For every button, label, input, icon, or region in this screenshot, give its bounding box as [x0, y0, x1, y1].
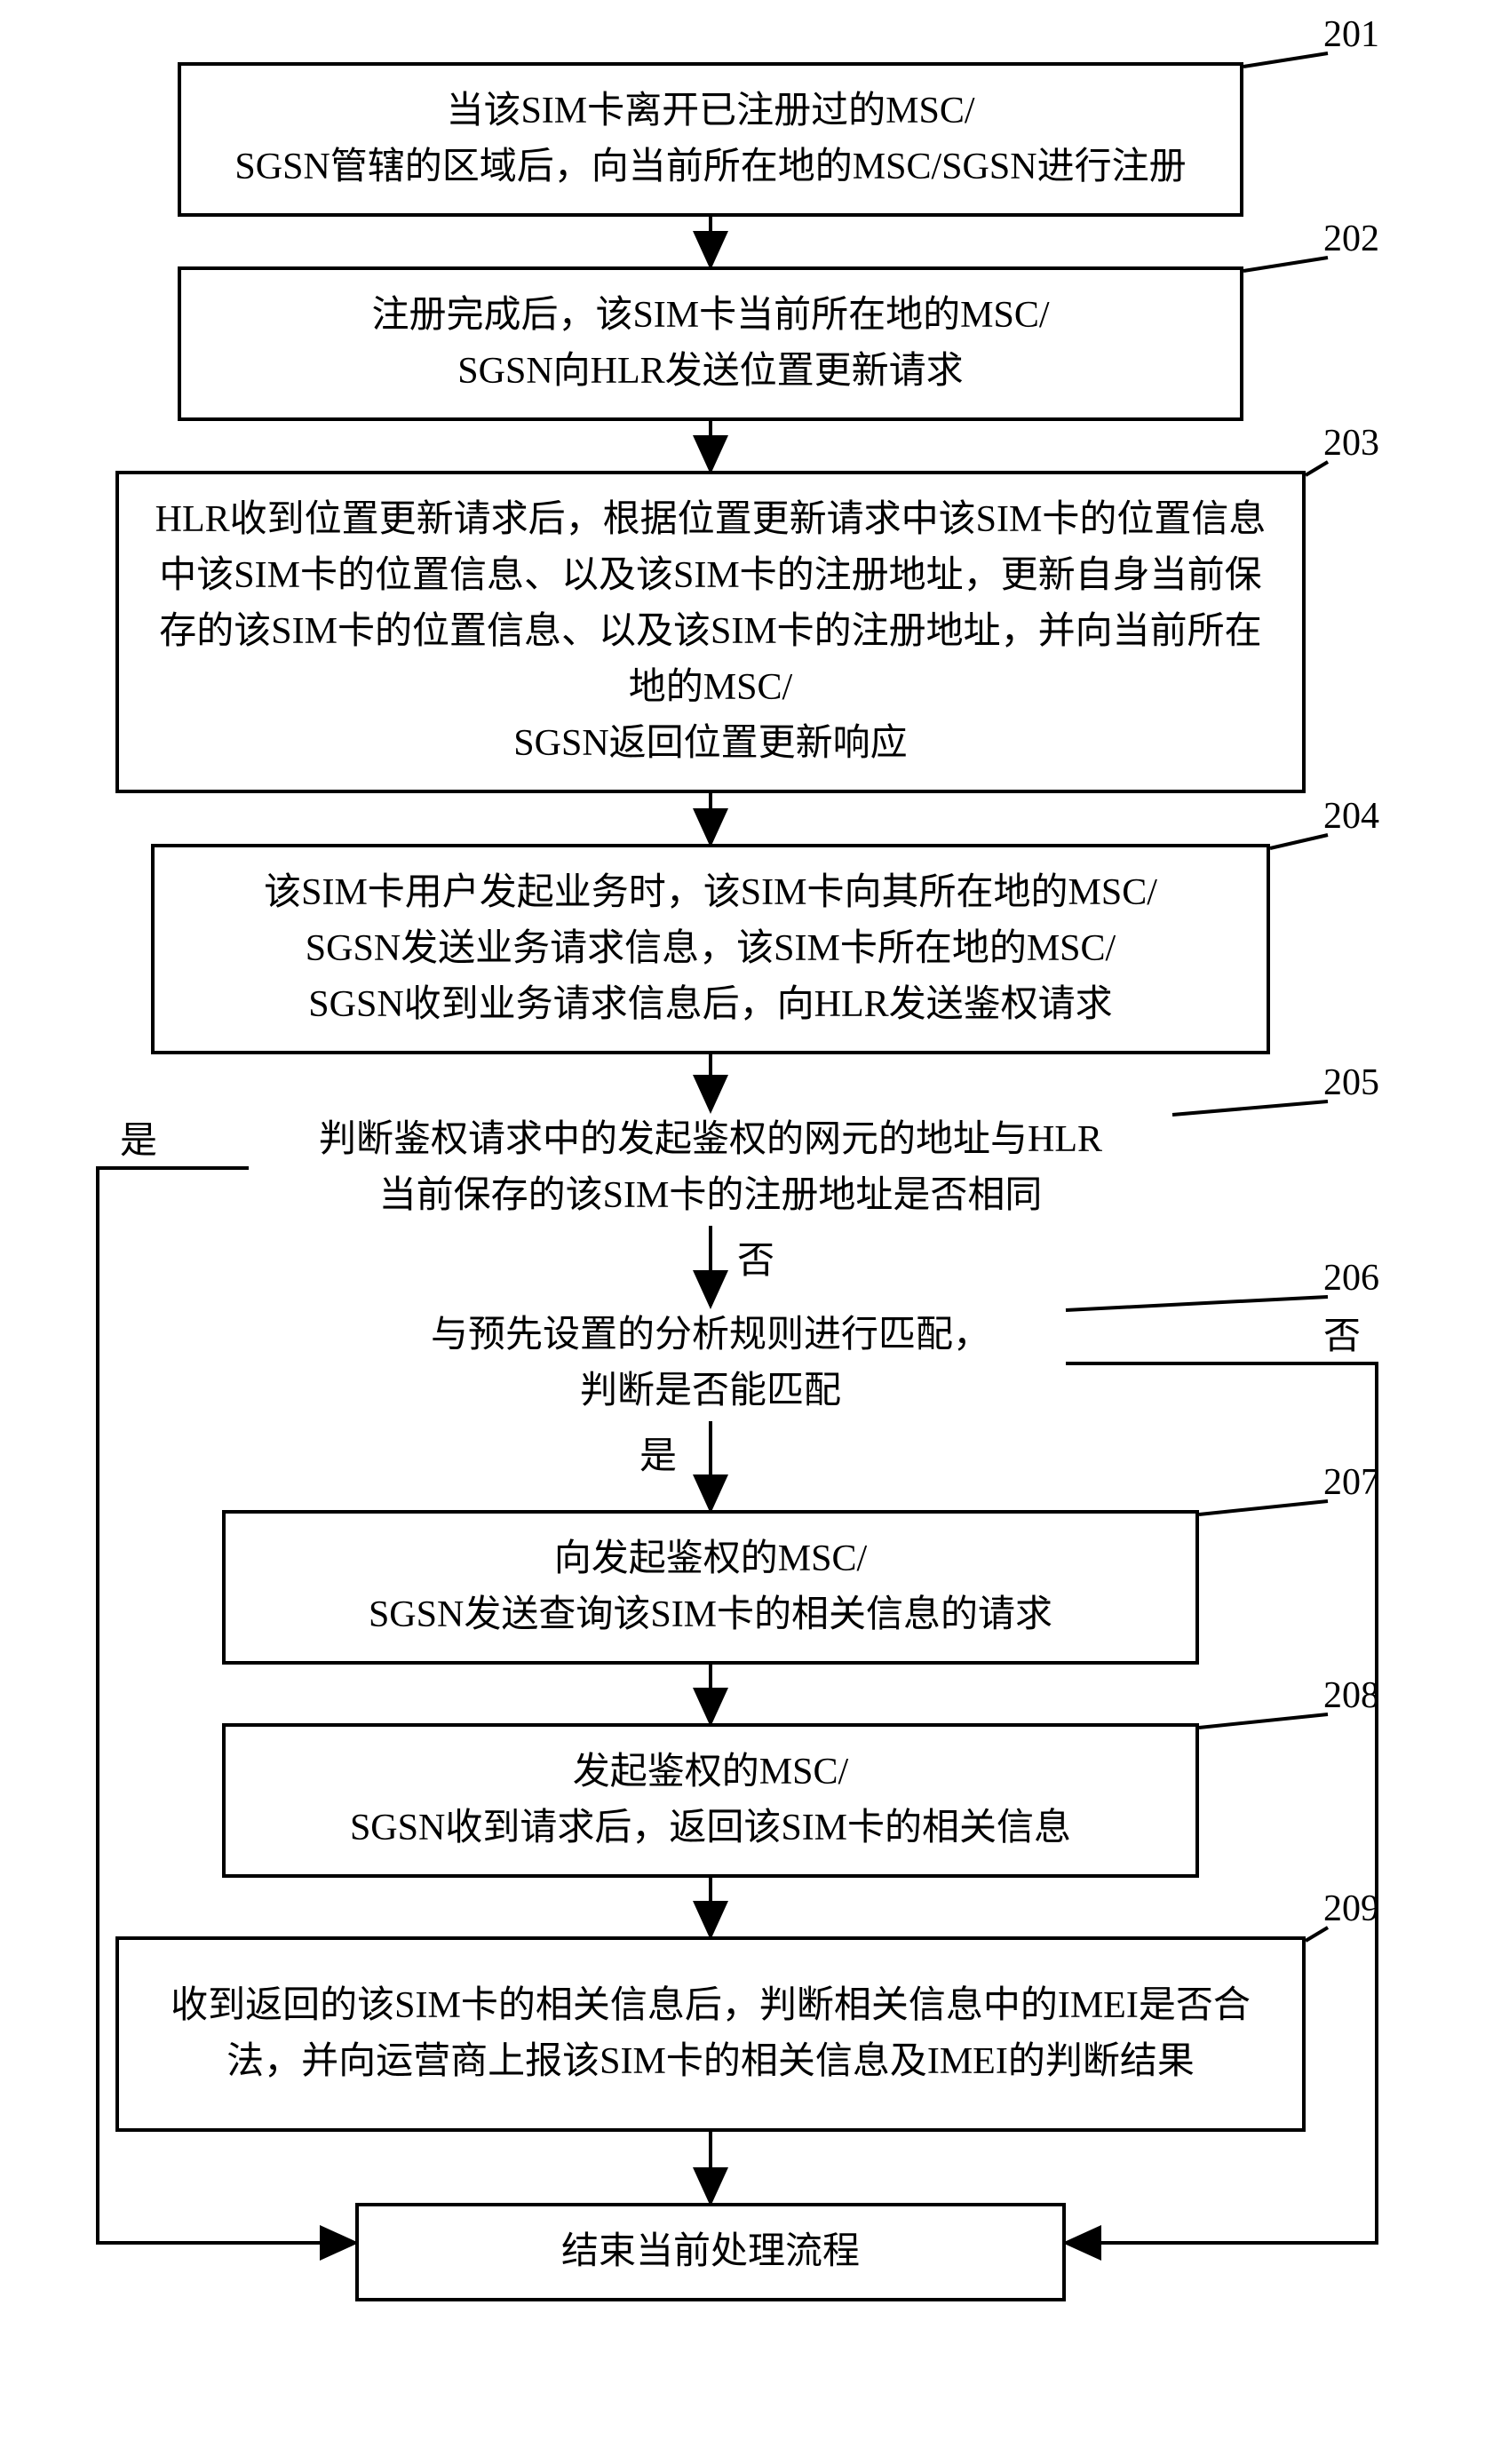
node-209: 收到返回的该SIM卡的相关信息后，判断相关信息中的IMEI是否合法，并向运营商上… — [115, 1936, 1306, 2132]
step-label-206: 206 — [1323, 1257, 1379, 1300]
node-text-208: 发起鉴权的MSC/ SGSN收到请求后，返回该SIM卡的相关信息 — [350, 1745, 1071, 1856]
step-label-201: 201 — [1323, 13, 1379, 56]
node-202: 注册完成后，该SIM卡当前所在地的MSC/ SGSN向HLR发送位置更新请求 — [178, 266, 1243, 421]
node-text-202: 注册完成后，该SIM卡当前所在地的MSC/ SGSN向HLR发送位置更新请求 — [371, 288, 1049, 400]
node-text-207: 向发起鉴权的MSC/ SGSN发送查询该SIM卡的相关信息的请求 — [369, 1531, 1052, 1643]
node-207: 向发起鉴权的MSC/ SGSN发送查询该SIM卡的相关信息的请求 — [222, 1510, 1199, 1665]
step-label-202: 202 — [1323, 218, 1379, 260]
node-text-end: 结束当前处理流程 — [561, 2224, 860, 2280]
node-text-204: 该SIM卡用户发起业务时，该SIM卡向其所在地的MSC/ SGSN发送业务请求信… — [264, 865, 1157, 1033]
node-208: 发起鉴权的MSC/ SGSN收到请求后，返回该SIM卡的相关信息 — [222, 1723, 1199, 1878]
node-206: 与预先设置的分析规则进行匹配， 判断是否能匹配 — [355, 1306, 1066, 1421]
node-205: 判断鉴权请求中的发起鉴权的网元的地址与HLR 当前保存的该SIM卡的注册地址是否… — [249, 1110, 1172, 1226]
step-label-204: 204 — [1323, 795, 1379, 838]
node-text-209: 收到返回的该SIM卡的相关信息后，判断相关信息中的IMEI是否合法，并向运营商上… — [146, 1978, 1275, 2090]
branch-205-no: 否 — [737, 1230, 774, 1284]
step-label-203: 203 — [1323, 422, 1379, 465]
step-label-207: 207 — [1323, 1461, 1379, 1504]
node-text-206: 与预先设置的分析规则进行匹配， 判断是否能匹配 — [431, 1308, 990, 1419]
step-label-205: 205 — [1323, 1061, 1379, 1104]
step-label-209: 209 — [1323, 1888, 1379, 1930]
node-201: 当该SIM卡离开已注册过的MSC/ SGSN管辖的区域后，向当前所在地的MSC/… — [178, 62, 1243, 217]
node-text-201: 当该SIM卡离开已注册过的MSC/ SGSN管辖的区域后，向当前所在地的MSC/… — [234, 83, 1186, 195]
branch-205-yes: 是 — [120, 1110, 157, 1164]
node-end: 结束当前处理流程 — [355, 2203, 1066, 2301]
node-text-203: HLR收到位置更新请求后，根据位置更新请求中该SIM卡的位置信息中该SIM卡的位… — [146, 492, 1275, 772]
branch-206-no: 否 — [1323, 1306, 1361, 1360]
branch-206-yes: 是 — [639, 1426, 677, 1480]
node-text-205: 判断鉴权请求中的发起鉴权的网元的地址与HLR 当前保存的该SIM卡的注册地址是否… — [319, 1112, 1102, 1224]
step-label-208: 208 — [1323, 1674, 1379, 1717]
node-204: 该SIM卡用户发起业务时，该SIM卡向其所在地的MSC/ SGSN发送业务请求信… — [151, 844, 1270, 1054]
node-203: HLR收到位置更新请求后，根据位置更新请求中该SIM卡的位置信息中该SIM卡的位… — [115, 471, 1306, 793]
